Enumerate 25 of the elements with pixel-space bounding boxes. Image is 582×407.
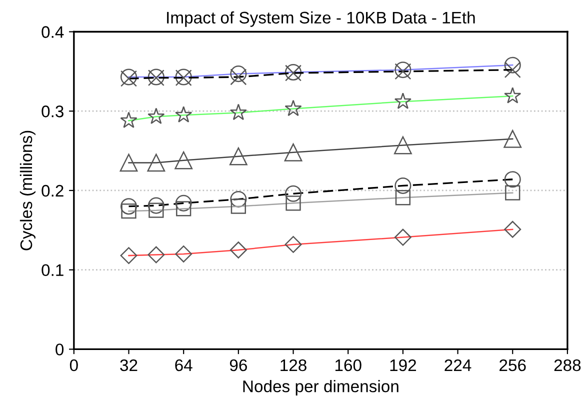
- x-tick-label: 0: [70, 359, 78, 372]
- x-tick-label: 256: [500, 359, 526, 372]
- chart-title: Impact of System Size - 10KB Data - 1Eth: [167, 11, 475, 27]
- y-tick-label: 0.3: [42, 106, 64, 118]
- x-tick-label: 96: [230, 359, 247, 372]
- x-tick-label: 288: [554, 359, 581, 372]
- x-tick-label: 192: [390, 359, 416, 372]
- x-tick-label: 64: [175, 359, 192, 372]
- point: [284, 143, 302, 162]
- point: [504, 130, 522, 148]
- y-tick-label: 0.4: [42, 26, 64, 38]
- x-tick-label: 160: [335, 359, 362, 372]
- y-tick-label: 0: [56, 344, 64, 356]
- x-tick-label: 224: [444, 359, 472, 372]
- x-axis-title: Nodes per dimension: [243, 380, 398, 396]
- point: [229, 147, 248, 166]
- point: [174, 151, 193, 170]
- point: [120, 154, 138, 172]
- y-tick-label: 0.2: [42, 184, 64, 197]
- y-axis-title: Cycles (millions): [20, 130, 36, 250]
- y-tick-label: 0.1: [42, 264, 64, 276]
- x-tick-label: 128: [280, 359, 306, 372]
- x-tick-label: 32: [120, 359, 138, 372]
- point: [394, 136, 412, 154]
- point: [147, 154, 166, 172]
